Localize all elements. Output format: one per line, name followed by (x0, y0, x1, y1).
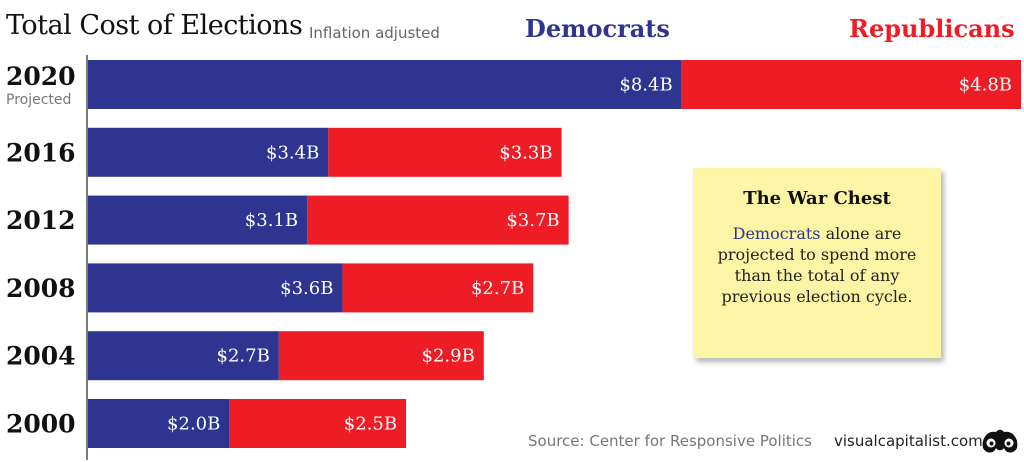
bar-democrats-2016 (88, 127, 329, 177)
note-body: Democrats alone are projected to spend m… (707, 223, 927, 307)
bar-republicans-2000 (229, 399, 407, 448)
bar-label-democrats-2000: $2.0B (167, 414, 220, 435)
note-democrats-highlight: Democrats (732, 224, 821, 243)
bar-label-republicans-2016: $3.3B (499, 142, 552, 163)
visualcapitalist-logo-icon (982, 429, 1018, 453)
y-tick-label-2016: 2016 (6, 138, 76, 167)
bar-label-democrats-2012: $3.1B (245, 210, 298, 231)
bar-label-republicans-2004: $2.9B (422, 346, 475, 367)
bar-democrats-2004 (88, 331, 279, 381)
y-tick-label-2000: 2000 (6, 410, 76, 439)
bar-democrats-2012 (88, 195, 308, 245)
bar-label-democrats-2008: $3.6B (280, 278, 333, 299)
bar-label-republicans-2008: $2.7B (471, 278, 524, 299)
bar-label-republicans-2020: $4.8B (959, 75, 1012, 96)
legend-republicans: Republicans (849, 14, 1015, 43)
y-tick-note-2020: Projected (6, 92, 71, 108)
bar-republicans-2020 (681, 60, 1021, 109)
note-title: The War Chest (743, 188, 891, 209)
bar-democrats-2008 (88, 263, 343, 313)
y-tick-label-2004: 2004 (6, 342, 76, 371)
bar-republicans-2012 (307, 195, 569, 245)
y-tick-label-2012: 2012 (6, 206, 76, 235)
y-tick-label-2008: 2008 (6, 274, 76, 303)
war-chest-note: The War Chest Democrats alone are projec… (693, 168, 941, 358)
bar-label-republicans-2000: $2.5B (344, 414, 397, 435)
source-text: Source: Center for Responsive Politics (528, 432, 812, 450)
bar-label-democrats-2020: $8.4B (619, 75, 672, 96)
y-tick-label-2020: 2020 (6, 62, 76, 91)
legend-democrats: Democrats (525, 14, 670, 43)
bar-republicans-2008 (342, 263, 534, 313)
bar-republicans-2004 (278, 331, 484, 381)
brand-text: visualcapitalist.com (834, 432, 983, 450)
chart-subtitle: Inflation adjusted (309, 24, 440, 42)
bar-republicans-2016 (328, 127, 562, 177)
bar-label-democrats-2004: $2.7B (217, 346, 270, 367)
bar-democrats-2020 (88, 60, 682, 109)
bar-label-republicans-2012: $3.7B (506, 210, 559, 231)
bar-democrats-2000 (88, 399, 230, 448)
chart-title: Total Cost of Elections (6, 10, 303, 41)
note-body-text: alone are projected to spend more than t… (717, 224, 917, 306)
bar-label-democrats-2016: $3.4B (266, 142, 319, 163)
